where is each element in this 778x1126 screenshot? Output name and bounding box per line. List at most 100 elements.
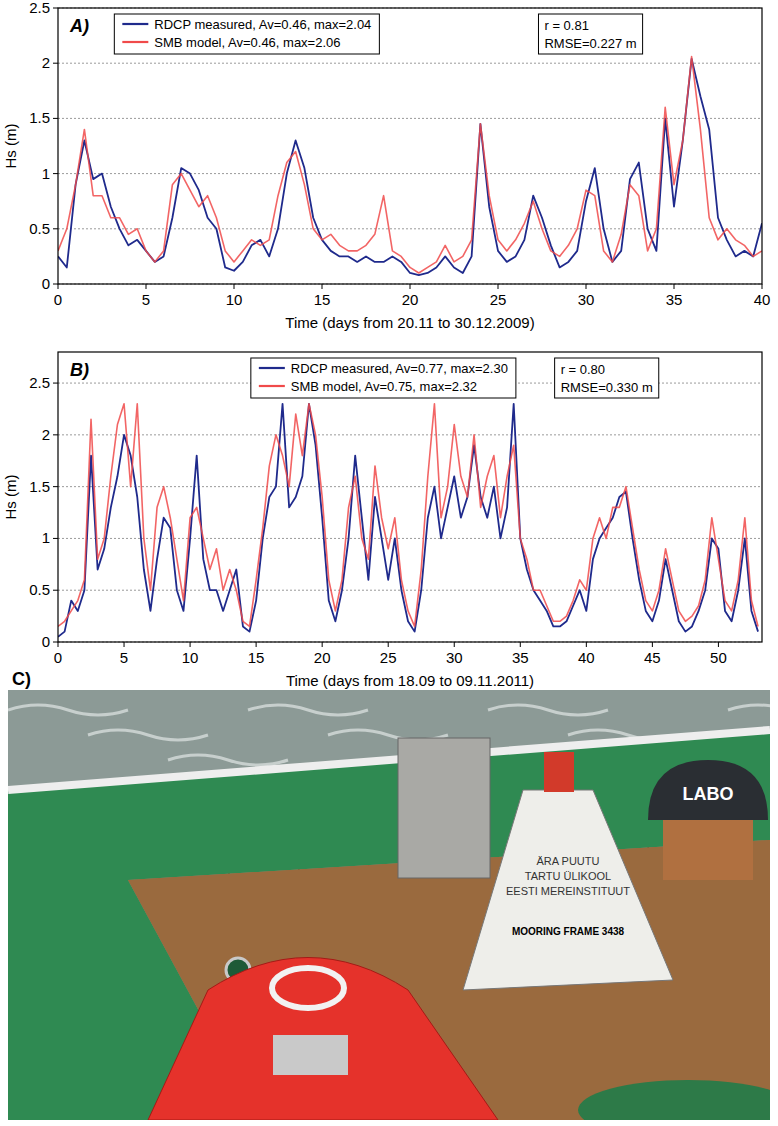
x-tick-label: 10: [226, 291, 243, 308]
legend-box: [251, 358, 516, 398]
x-tick-label: 35: [512, 649, 529, 666]
mooring-frame: [463, 790, 673, 990]
y-tick: [53, 284, 58, 285]
grid-line: [58, 63, 762, 64]
y-tick: [53, 118, 58, 119]
grid-line: [58, 173, 762, 174]
y-tick-label: 0.5: [29, 220, 50, 237]
deck-top: [128, 840, 770, 1120]
plot-area: [58, 404, 758, 637]
wave: [8, 705, 128, 715]
x-tick: [322, 642, 323, 647]
y-tick-label: 1: [42, 165, 50, 182]
legend-label: RDCP measured, Av=0.46, max=2.04: [154, 17, 371, 32]
x-tick-label: 25: [490, 291, 507, 308]
y-axis-title: Hs (m): [2, 475, 19, 520]
legend-label: SMB model, Av=0.75, max=2.32: [291, 379, 477, 394]
x-tick: [718, 642, 719, 647]
annotation: r = 0.81: [544, 18, 588, 33]
stats-box: r = 0.80 RMSE=0.330 m: [555, 358, 659, 398]
x-tick-label: 40: [578, 649, 595, 666]
y-tick: [53, 63, 58, 64]
photo-text: EESTI MEREINSTITUUT: [506, 885, 630, 897]
wave: [168, 755, 288, 765]
y-axis-title: Hs (m): [2, 124, 19, 169]
x-tick: [190, 642, 191, 647]
photo-text: ÄRA PUUTU: [537, 855, 600, 867]
legend-box: [114, 14, 379, 54]
y-tick-label: 1.5: [29, 109, 50, 126]
x-tick: [652, 642, 653, 647]
series-line: [58, 59, 762, 275]
legend-label: RDCP measured, Av=0.77, max=2.30: [291, 361, 508, 376]
x-tick-label: 20: [402, 291, 419, 308]
beacon: [544, 752, 574, 792]
annotation: r = 0.80: [561, 362, 605, 377]
photo-panel: LABO ÄRA PUUTU TARTU ÜLIKOOL EESTI MEREINST…: [8, 690, 778, 1126]
rail: [8, 730, 770, 790]
plot-frame: [58, 352, 762, 642]
panel-label: A): [69, 16, 89, 36]
x-tick-label: 30: [578, 291, 595, 308]
x-tick: [762, 284, 763, 289]
y-tick-label: 0.5: [29, 581, 50, 598]
y-tick-label: 2.5: [29, 374, 50, 391]
annotation: RMSE=0.227 m: [544, 36, 636, 51]
grid-line: [58, 434, 762, 435]
grid-line: [58, 538, 762, 539]
series-line: [58, 404, 758, 637]
stats-box-frame: [555, 358, 659, 398]
y-tick: [53, 538, 58, 539]
x-axis-title: Time (days from 18.09 to 09.11.2011): [286, 672, 534, 689]
stats-box: r = 0.81 RMSE=0.227 m: [538, 14, 642, 54]
hatch: [578, 1080, 770, 1120]
y-tick-label: 1.5: [29, 478, 50, 495]
x-tick-label: 15: [314, 291, 331, 308]
wave: [488, 705, 608, 715]
x-tick: [256, 642, 257, 647]
figure: 00.511.522.50510152025303540Time (days f…: [0, 0, 778, 1126]
y-tick-label: 0: [42, 633, 50, 650]
y-tick: [53, 590, 58, 591]
x-axis-title: Time (days from 20.11 to 30.12.2009): [285, 314, 534, 331]
y-tick: [53, 434, 58, 435]
panel-label: B): [70, 360, 89, 380]
x-tick-label: 0: [54, 291, 62, 308]
y-tick-label: 2: [42, 426, 50, 443]
y-tick-label: 1: [42, 529, 50, 546]
x-tick: [234, 284, 235, 289]
x-tick: [586, 284, 587, 289]
y-tick-label: 2.5: [29, 0, 50, 16]
x-tick: [410, 284, 411, 289]
wave: [728, 705, 770, 715]
x-tick-label: 45: [644, 649, 661, 666]
x-tick: [58, 284, 59, 289]
y-tick: [53, 228, 58, 229]
chart-panel: 00.511.522.50510152025303540Time (days f…: [2, 0, 770, 331]
handle-ring: [272, 968, 344, 1008]
photo-text: TARTU ÜLIKOOL: [525, 870, 611, 882]
panel-label: C): [12, 669, 31, 689]
x-tick-label: 40: [754, 291, 771, 308]
y-tick: [53, 8, 58, 9]
legend-swatch: [122, 23, 148, 25]
legend: RDCP measured, Av=0.77, max=2.30 SMB mode…: [251, 358, 516, 398]
plate: [273, 1035, 348, 1075]
x-tick: [674, 284, 675, 289]
buoy-body: [663, 820, 753, 880]
y-tick: [53, 642, 58, 643]
series-line: [58, 57, 762, 273]
stats-box-frame: [538, 14, 642, 54]
photo-text: LABO: [683, 784, 734, 804]
x-tick-label: 30: [446, 649, 463, 666]
x-tick-label: 50: [710, 649, 727, 666]
x-tick: [388, 642, 389, 647]
photo-text: MOORING FRAME 3438: [512, 926, 625, 937]
y-tick-label: 2: [42, 54, 50, 71]
x-tick: [454, 642, 455, 647]
hull: [8, 730, 770, 1120]
y-tick-label: 0: [42, 275, 50, 292]
x-tick: [498, 284, 499, 289]
annotation: RMSE=0.330 m: [561, 380, 653, 395]
x-tick: [146, 284, 147, 289]
